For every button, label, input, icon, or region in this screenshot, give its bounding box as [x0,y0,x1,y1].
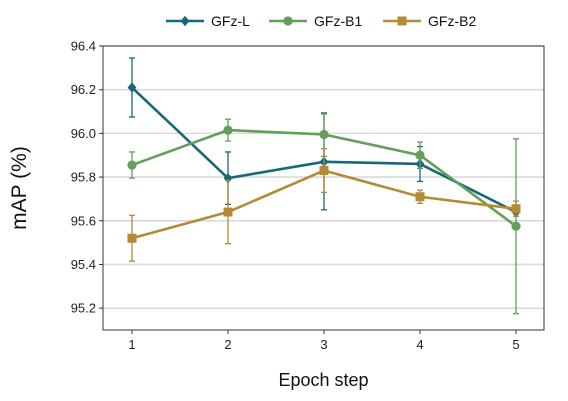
x-tick-label: 2 [224,337,231,352]
y-tick-label: 96.0 [71,126,96,141]
y-axis-title: mAP (%) [8,146,31,230]
x-tick-label: 5 [512,337,519,352]
legend-marker [180,15,190,27]
data-point [415,150,425,160]
y-tick-label: 95.6 [71,213,96,228]
data-point [511,221,521,231]
data-point [127,82,137,93]
y-tick-label: 96.4 [71,39,96,54]
data-point [415,192,425,202]
y-axis: 95.2 95.4 95.6 95.8 96.0 96.2 96.4 [71,39,103,316]
legend-item: GFz-B1 [269,13,362,29]
series-gfz-b1 [127,111,521,315]
data-point [319,166,329,176]
legend-marker [397,16,407,26]
x-tick-label: 1 [128,337,135,352]
data-point [223,207,233,217]
data-point [127,233,137,243]
legend-item: GFz-L [166,13,250,29]
legend-label: GFz-L [211,13,250,29]
legend-marker [283,16,293,26]
legend-item: GFz-B2 [383,13,476,29]
legend: GFz-L GFz-B1 GFz-B2 [166,13,476,29]
data-point [511,204,521,214]
x-tick-label: 4 [416,337,423,352]
series-gfz-b2 [127,148,521,262]
x-axis: 1 2 3 4 5 [128,330,520,352]
x-axis-title: Epoch step [278,370,368,390]
data-point [319,129,329,140]
data-point [127,160,137,170]
data-point [223,125,233,135]
y-tick-label: 95.8 [71,170,96,185]
y-tick-label: 95.2 [71,301,96,316]
x-tick-label: 3 [320,337,327,352]
legend-label: GFz-B2 [428,13,476,29]
legend-label: GFz-B1 [314,13,362,29]
series-layer [127,57,521,315]
y-tick-label: 96.2 [71,82,96,97]
y-tick-label: 95.4 [71,257,96,272]
